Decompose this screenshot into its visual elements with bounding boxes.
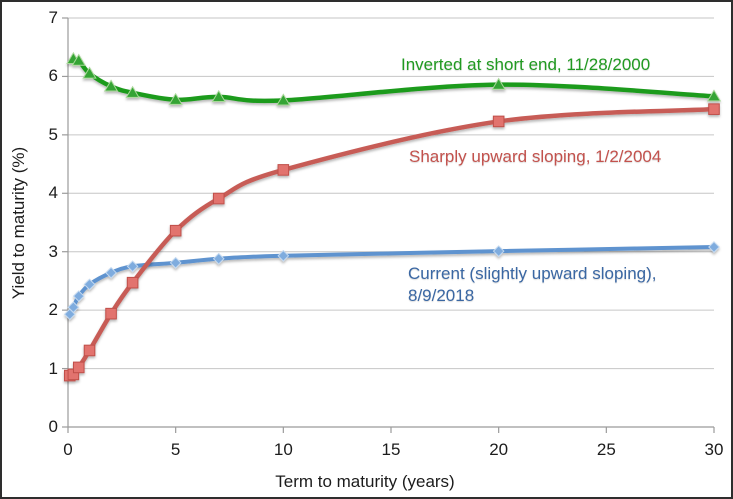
data-point-triangle: [82, 66, 97, 79]
x-tick-label: 15: [381, 440, 401, 459]
y-tick-label: 2: [48, 300, 58, 320]
data-point-diamond: [212, 252, 225, 265]
x-tick-label: 20: [489, 440, 509, 459]
x-tick-label: 30: [704, 440, 724, 459]
x-tick-label: 5: [170, 440, 181, 459]
y-tick-label: 4: [48, 183, 58, 203]
series-8/9/2018: [63, 241, 720, 321]
data-point-triangle: [706, 89, 722, 102]
data-point-diamond: [105, 266, 117, 279]
data-point-square: [72, 361, 85, 374]
data-point-diamond: [492, 245, 505, 258]
y-tick-label: 0: [48, 417, 58, 436]
y-tick-label: 6: [48, 66, 58, 86]
series-1/2/2004: [63, 103, 720, 382]
annotation-upward-2004: Sharply upward sloping, 1/2/2004: [409, 147, 662, 166]
data-point-diamond: [277, 249, 290, 262]
data-point-triangle: [491, 77, 506, 90]
data-point-triangle: [168, 92, 183, 105]
data-point-diamond: [169, 256, 182, 269]
data-point-triangle: [125, 85, 140, 98]
annotation-current-2018: Current (slightly upward sloping), 8/9/2…: [408, 264, 657, 305]
data-point-diamond: [83, 278, 96, 291]
y-tick-label: 1: [48, 358, 58, 378]
data-point-triangle: [276, 93, 291, 106]
data-point-square: [212, 192, 225, 205]
series-11/28/2000: [66, 51, 722, 106]
data-point-diamond: [708, 241, 720, 253]
data-point-square: [708, 103, 720, 115]
data-point-triangle: [71, 53, 86, 66]
data-point-square: [492, 115, 505, 128]
annotation-inverted-2000: Inverted at short end, 11/28/2000: [401, 55, 651, 74]
data-point-diamond: [126, 260, 139, 273]
x-tick-label: 0: [63, 440, 73, 459]
data-point-square: [126, 276, 139, 289]
data-point-square: [105, 307, 117, 320]
data-point-square: [277, 164, 290, 176]
y-tick-label: 7: [48, 8, 58, 27]
data-point-square: [169, 224, 182, 237]
data-point-square: [83, 344, 96, 357]
data-point-diamond: [72, 290, 85, 303]
data-point-diamond: [67, 301, 80, 314]
data-point-triangle: [211, 89, 226, 102]
y-tick-label: 5: [48, 124, 58, 144]
y-axis-title-text: Yield to maturity (%): [9, 146, 29, 299]
x-tick-label: 10: [273, 440, 293, 459]
y-tick-label: 3: [48, 241, 58, 261]
x-axis-title: Term to maturity (years): [275, 472, 455, 491]
data-point-triangle: [103, 79, 119, 92]
x-tick-label: 25: [596, 440, 616, 459]
